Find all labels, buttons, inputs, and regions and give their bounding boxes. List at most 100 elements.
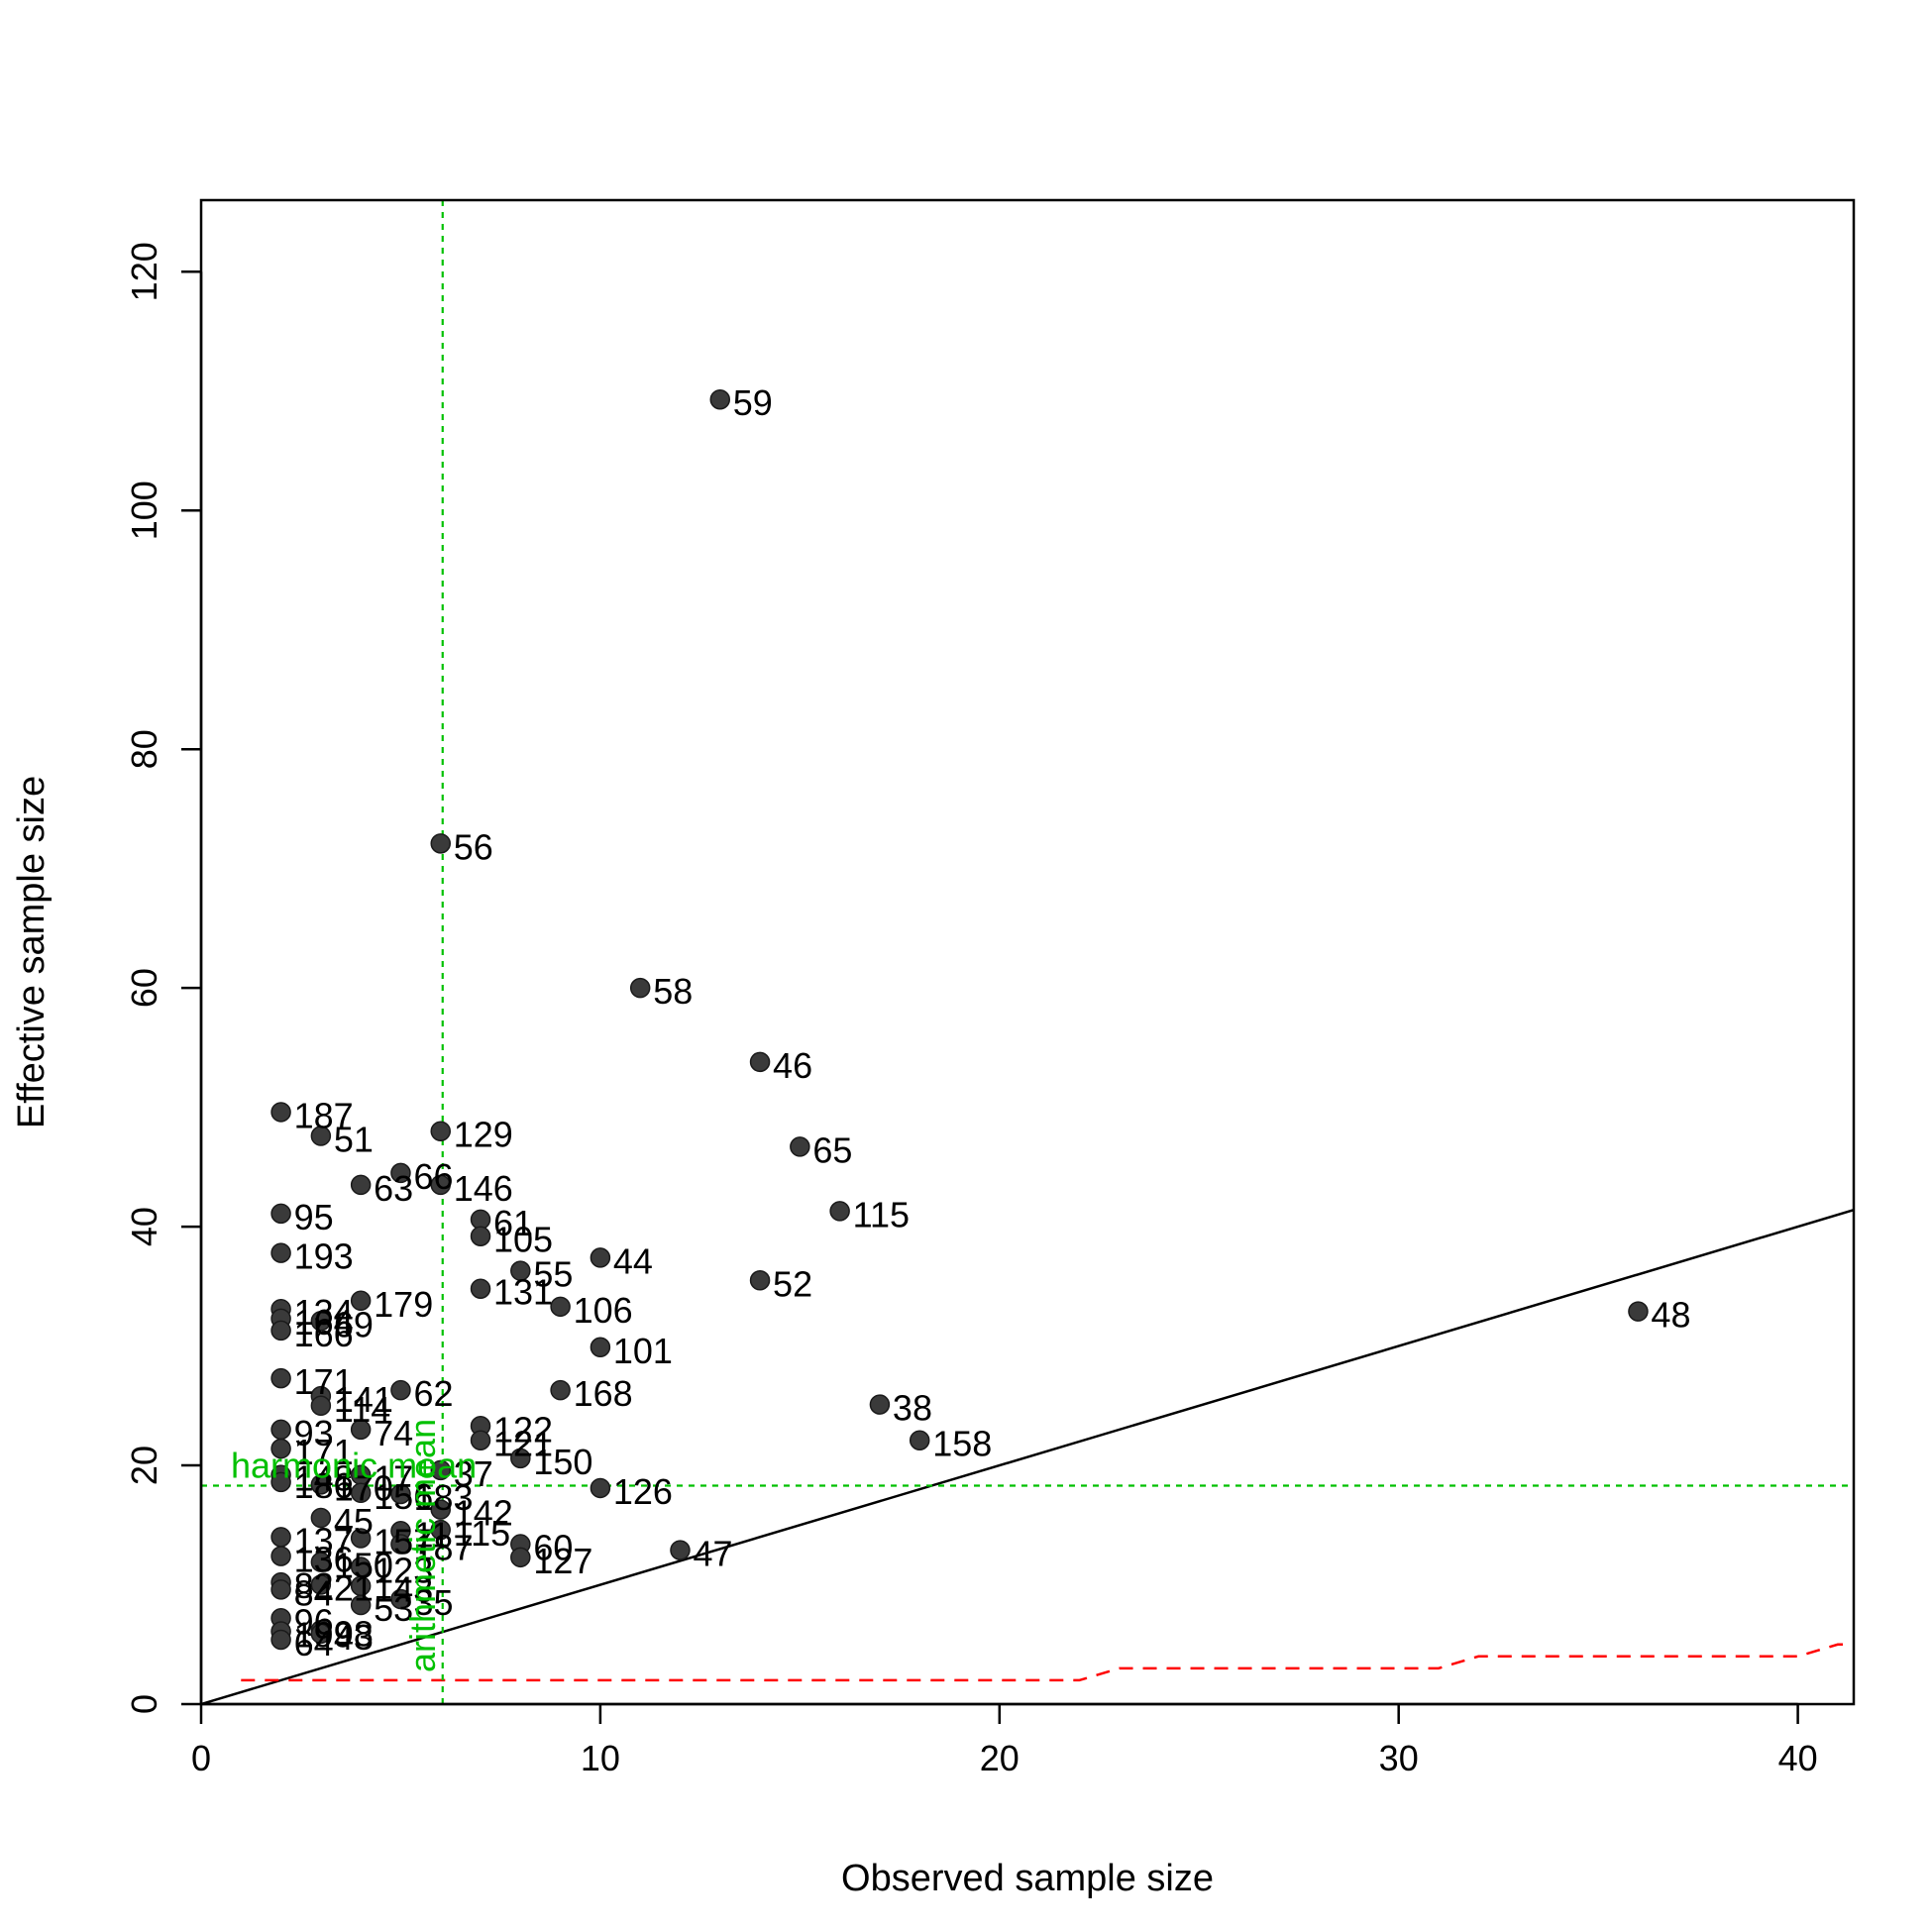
point-label-141: 141 bbox=[334, 1379, 393, 1420]
point-label-157: 157 bbox=[374, 1522, 433, 1562]
point-label-62: 62 bbox=[413, 1373, 453, 1414]
data-point-150b bbox=[310, 1552, 332, 1572]
point-label-187b: 187 bbox=[413, 1528, 473, 1568]
data-point-105 bbox=[470, 1226, 491, 1246]
point-label-179: 179 bbox=[374, 1284, 433, 1325]
data-point-35 bbox=[390, 1588, 411, 1610]
data-point-101 bbox=[590, 1337, 611, 1358]
point-label-95: 95 bbox=[294, 1197, 334, 1237]
point-label-186: 186 bbox=[294, 1465, 354, 1506]
point-label-59: 59 bbox=[733, 382, 773, 423]
point-label-170: 170 bbox=[334, 1467, 393, 1508]
point-label-66: 66 bbox=[413, 1156, 453, 1197]
point-label-164: 164 bbox=[294, 1302, 354, 1342]
point-label-11: 11 bbox=[413, 1514, 450, 1555]
data-point-168 bbox=[550, 1379, 571, 1401]
y-tick-label-20: 20 bbox=[124, 1446, 164, 1485]
point-label-171: 171 bbox=[294, 1361, 354, 1402]
data-point-142 bbox=[430, 1499, 451, 1520]
y-axis-title: Effective sample size bbox=[11, 776, 53, 1128]
harmonic-mean-label: harmonic mean bbox=[231, 1446, 477, 1486]
point-label-137: 137 bbox=[294, 1520, 354, 1560]
data-point-146 bbox=[430, 1174, 451, 1196]
point-label-65: 65 bbox=[812, 1129, 852, 1170]
point-label-183: 183 bbox=[413, 1477, 473, 1518]
data-point-156 bbox=[350, 1482, 372, 1504]
point-label-53: 53 bbox=[374, 1588, 413, 1629]
data-point-171b bbox=[270, 1438, 291, 1459]
point-label-158: 158 bbox=[932, 1424, 992, 1464]
data-point-131 bbox=[470, 1278, 491, 1299]
point-label-21: 21 bbox=[334, 1568, 374, 1609]
point-label-129: 129 bbox=[454, 1115, 513, 1155]
point-label-193: 193 bbox=[294, 1236, 354, 1277]
data-point-43 bbox=[310, 1623, 332, 1645]
point-label-58: 58 bbox=[653, 971, 693, 1012]
point-label-166: 166 bbox=[294, 1314, 354, 1354]
data-point-115b bbox=[430, 1519, 451, 1541]
point-label-96: 96 bbox=[294, 1601, 334, 1642]
data-point-93 bbox=[270, 1419, 291, 1441]
point-label-150b: 150 bbox=[334, 1546, 393, 1586]
point-label-156: 156 bbox=[374, 1476, 433, 1517]
y-tick-label-60: 60 bbox=[124, 968, 164, 1008]
point-label-46: 46 bbox=[773, 1045, 812, 1086]
data-point-56 bbox=[430, 833, 451, 854]
point-label-101: 101 bbox=[613, 1331, 673, 1371]
data-point-183 bbox=[390, 1483, 411, 1505]
point-label-38: 38 bbox=[893, 1388, 932, 1429]
point-label-93: 93 bbox=[294, 1413, 334, 1453]
x-tick-label-20: 20 bbox=[980, 1738, 1020, 1778]
data-point-46 bbox=[749, 1051, 771, 1073]
x-tick-label-0: 0 bbox=[191, 1738, 211, 1778]
point-label-56: 56 bbox=[454, 826, 493, 867]
point-label-17: 17 bbox=[374, 1458, 413, 1499]
point-label-43: 43 bbox=[334, 1617, 374, 1658]
point-label-126: 126 bbox=[613, 1471, 673, 1512]
point-label-60: 60 bbox=[533, 1528, 573, 1568]
data-point-166 bbox=[270, 1320, 291, 1342]
data-point-170 bbox=[310, 1474, 332, 1495]
point-label-122: 122 bbox=[493, 1409, 553, 1449]
point-label-199: 199 bbox=[294, 1615, 354, 1656]
point-label-121: 121 bbox=[493, 1424, 553, 1464]
x-tick-label-40: 40 bbox=[1778, 1738, 1818, 1778]
y-tick-label-100: 100 bbox=[124, 481, 164, 540]
point-label-52: 52 bbox=[773, 1263, 812, 1304]
axes-layer: 0 10 20 30 40 0 20 40 60 80 100 120 bbox=[124, 242, 1818, 1778]
data-point-114 bbox=[310, 1395, 332, 1417]
data-point-63 bbox=[350, 1174, 372, 1196]
data-point-69 bbox=[310, 1311, 332, 1332]
data-point-157 bbox=[350, 1528, 372, 1549]
data-point-55 bbox=[510, 1260, 531, 1281]
data-point-48 bbox=[1628, 1301, 1649, 1322]
point-label-168: 168 bbox=[574, 1373, 633, 1414]
point-label-44: 44 bbox=[613, 1240, 653, 1281]
data-point-52 bbox=[749, 1270, 771, 1291]
data-point-62 bbox=[390, 1379, 411, 1401]
point-label-45: 45 bbox=[334, 1501, 374, 1542]
point-label-187: 187 bbox=[294, 1095, 354, 1135]
data-point-126 bbox=[590, 1477, 611, 1499]
point-label-64: 64 bbox=[294, 1623, 334, 1664]
point-label-82: 82 bbox=[294, 1565, 334, 1606]
point-label-98: 98 bbox=[334, 1613, 374, 1654]
data-point-65 bbox=[790, 1136, 810, 1157]
x-tick-label-10: 10 bbox=[581, 1738, 620, 1778]
point-label-114: 114 bbox=[334, 1389, 390, 1430]
point-label-123: 123 bbox=[374, 1550, 433, 1590]
data-point-38 bbox=[869, 1394, 891, 1415]
point-label-84: 84 bbox=[294, 1572, 334, 1613]
point-label-150: 150 bbox=[533, 1442, 592, 1482]
point-label-127: 127 bbox=[533, 1541, 592, 1581]
y-tick-label-0: 0 bbox=[124, 1694, 164, 1714]
point-label-74: 74 bbox=[374, 1413, 413, 1453]
data-point-158 bbox=[909, 1430, 930, 1450]
data-point-179 bbox=[350, 1290, 372, 1312]
y-tick-label-80: 80 bbox=[124, 729, 164, 769]
data-point-171 bbox=[270, 1367, 291, 1389]
point-label-136: 136 bbox=[294, 1540, 354, 1580]
data-point-51 bbox=[310, 1126, 332, 1146]
